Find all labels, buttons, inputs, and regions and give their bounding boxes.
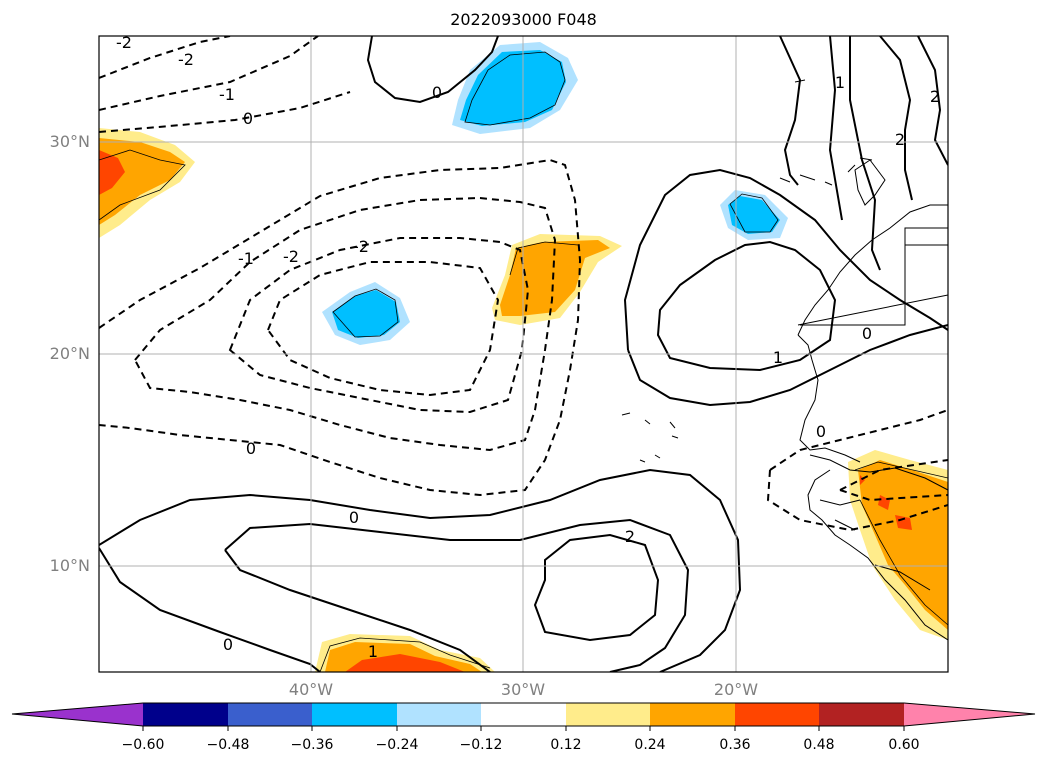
lon-label-30w: 30°W xyxy=(500,680,546,699)
lat-label-20n: 20°N xyxy=(49,344,90,363)
colorbar-tick-6: 0.12 xyxy=(550,737,582,753)
colorbar-tick-3: −0.36 xyxy=(290,737,334,753)
negative-contours xyxy=(99,36,948,532)
contour-label-neg1-center: -1 xyxy=(238,249,254,268)
contour-label-2-ne: 2 xyxy=(895,130,905,149)
colorbar-segment-2 xyxy=(228,703,312,726)
contour-label-0-center: 0 xyxy=(246,439,256,458)
colorbar-tick-2: −0.48 xyxy=(206,737,250,753)
colorbar-segment-6 xyxy=(566,703,650,726)
colorbar-tick-4: −0.24 xyxy=(375,737,419,753)
contour-label-1-bottom: 1 xyxy=(368,642,378,661)
colorbar-segment-1 xyxy=(143,703,228,726)
colorbar-tick-10: 0.60 xyxy=(888,737,920,753)
contour-label-0-north: 0 xyxy=(432,83,442,102)
contour-label-neg2-center: -2 xyxy=(283,247,299,266)
contour-label-neg2-nw: -2 xyxy=(178,50,194,69)
lon-label-40w: 40°W xyxy=(288,680,334,699)
contour-label-0-southwest: 0 xyxy=(223,635,233,654)
contour-label-1-ne: 1 xyxy=(835,73,845,92)
contour-label-2-south: 2 xyxy=(625,527,635,546)
colorbar-tick-5: −0.12 xyxy=(459,737,503,753)
contour-label-1-east: 1 xyxy=(773,348,783,367)
contour-labels: -2 -2 -1 0 0 -1 -2 -2 0 0 2 0 1 1 0 0 1 … xyxy=(116,33,940,661)
shaded-anomaly-fields xyxy=(99,42,948,672)
contour-label-0-south: 0 xyxy=(349,508,359,527)
contour-label-0-east: 0 xyxy=(862,324,872,343)
colorbar-tick-8: 0.36 xyxy=(719,737,751,753)
contour-label-0-africa: 0 xyxy=(816,422,826,441)
graticule xyxy=(99,36,948,672)
map-frame xyxy=(98,35,949,673)
colorbar-tick-7: 0.24 xyxy=(634,737,666,753)
colorbar-segment-8 xyxy=(735,703,819,726)
colorbar-segment-7 xyxy=(650,703,735,726)
shading-outlines xyxy=(99,51,948,672)
map-title: 2022093000 F048 xyxy=(450,10,597,29)
contour-label-neg1-nw: -1 xyxy=(219,85,235,104)
positive-contours xyxy=(99,36,948,672)
contour-label-neg2-inner: -2 xyxy=(353,237,369,256)
coastlines xyxy=(621,79,948,641)
contour-label-neg2-top: -2 xyxy=(116,33,132,52)
contour-label-0-nw: 0 xyxy=(243,109,253,128)
colorbar xyxy=(11,702,1036,731)
colorbar-extend-low xyxy=(12,703,143,726)
lat-label-10n: 10°N xyxy=(49,556,90,575)
colorbar-segment-4 xyxy=(397,703,481,726)
colorbar-segment-9 xyxy=(819,703,904,726)
colorbar-extend-high xyxy=(904,703,1035,726)
contour-label-2-ne-edge: 2 xyxy=(930,87,940,106)
colorbar-segment-5 xyxy=(481,703,566,726)
lon-label-20w: 20°W xyxy=(713,680,759,699)
colorbar-segment-3 xyxy=(312,703,397,726)
colorbar-tick-1: −0.60 xyxy=(121,737,165,753)
colorbar-tick-9: 0.48 xyxy=(803,737,835,753)
lat-label-30n: 30°N xyxy=(49,132,90,151)
